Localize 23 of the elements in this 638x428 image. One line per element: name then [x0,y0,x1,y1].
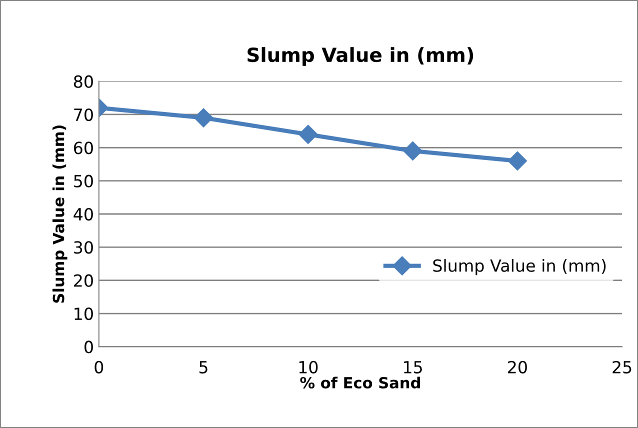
y-tick-label: 40 [74,208,93,221]
x-tick-label: 20 [508,360,527,374]
y-tick-label: 50 [74,174,93,188]
x-axis-title: % of Eco Sand [300,376,420,389]
x-tick-label: 5 [200,361,208,374]
chart-title: Slump Value in (mm) [248,47,474,66]
y-tick-label: 10 [74,307,93,320]
point [403,141,422,161]
y-tick-label: 30 [74,241,93,254]
y-tick-label: 60 [74,142,93,154]
y-tick-label: 80 [74,75,93,88]
point [298,124,318,144]
y-axis-title: Slump Value in (mm) [52,126,68,303]
point [508,151,527,170]
y-tick-label: 20 [74,274,93,287]
y-tick-label: 0 [84,340,93,354]
x-tick-label: 25 [612,360,632,374]
legend-label: Slump Value in (mm) [433,259,606,276]
point [194,108,214,128]
x-tick-label: 0 [94,360,104,374]
x-tick-label: 10 [299,360,318,374]
x-tick-label: 15 [404,361,422,374]
y-tick-label: 70 [74,108,93,122]
